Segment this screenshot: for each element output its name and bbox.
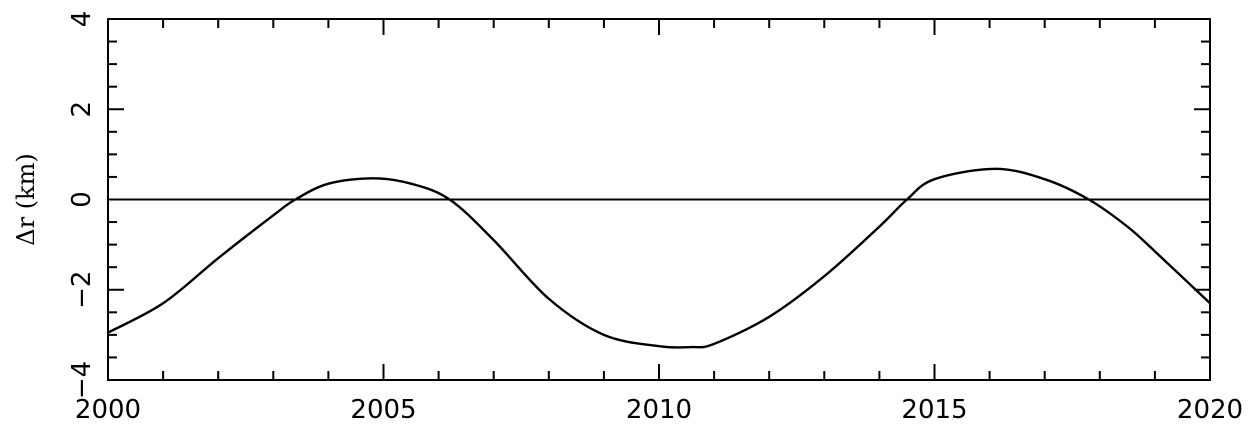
tick-labels: 2000 2005 2010 2015 2020 −4 −2 0 2 4	[67, 11, 1243, 425]
y-axis-title: Δr (km)	[12, 153, 40, 245]
y-tick-label: −2	[67, 271, 97, 309]
x-tick-label: 2010	[626, 395, 692, 425]
y-tick-label: 0	[67, 191, 97, 208]
y-tick-label: −4	[67, 361, 97, 399]
y-tick-label: 2	[67, 101, 97, 118]
y-tick-label: 4	[67, 11, 97, 28]
x-tick-label: 2000	[75, 395, 141, 425]
x-tick-label: 2020	[1177, 395, 1243, 425]
series-layer	[107, 167, 1211, 349]
x-tick-label: 2015	[901, 395, 967, 425]
series-line	[107, 167, 1211, 349]
x-tick-label: 2005	[350, 395, 416, 425]
